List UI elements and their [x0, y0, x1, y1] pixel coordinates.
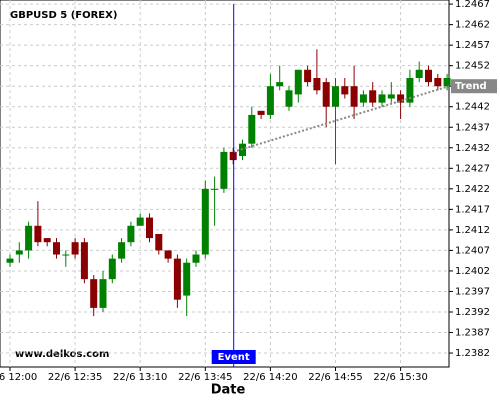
y-tick-label: 1.2452: [455, 61, 490, 72]
candle-body: [425, 69, 432, 83]
x-tick-label: 22/6 13:45: [178, 372, 232, 383]
candle-body: [341, 86, 349, 95]
candle-body: [406, 77, 414, 103]
y-tick-label: 1.2382: [455, 348, 490, 359]
candle-body: [90, 279, 98, 308]
candle-body: [220, 151, 228, 189]
event-label: Event: [218, 352, 250, 363]
candle-body: [192, 254, 200, 263]
candle-body: [350, 86, 358, 107]
y-tick-label: 1.2422: [455, 184, 490, 195]
y-tick-label: 1.2467: [455, 0, 490, 10]
y-tick-label: 1.2457: [455, 40, 490, 51]
y-tick-label: 1.2387: [455, 328, 490, 339]
y-tick-label: 1.2462: [455, 20, 490, 31]
candle-body: [387, 94, 395, 99]
candle-body: [118, 242, 126, 259]
candle-body: [322, 82, 330, 107]
x-tick-label: 22/6 14:20: [243, 372, 297, 383]
candle-body: [164, 250, 172, 259]
trend-label-box: [451, 79, 497, 94]
x-tick-label: 22/6 13:10: [113, 372, 167, 383]
candle-body: [6, 258, 14, 263]
candle-body: [173, 258, 181, 300]
candle-body: [443, 77, 451, 87]
trend-line: [232, 85, 450, 153]
candle-body: [294, 69, 302, 95]
event-label-box: [211, 350, 256, 364]
candle-body: [43, 238, 51, 243]
y-tick-label: 1.2437: [455, 122, 490, 133]
candle-body: [359, 94, 367, 103]
x-tick-label: 22/6 12:35: [48, 372, 102, 383]
candle-body: [304, 69, 312, 83]
candle-body: [285, 90, 293, 107]
candle-body: [276, 82, 284, 87]
y-tick-label: 1.2407: [455, 245, 490, 256]
x-tick-label: 22/6 14:55: [308, 372, 362, 383]
candle-body: [34, 225, 42, 243]
candle-body: [201, 188, 209, 255]
watermark: www.delkos.com: [15, 349, 109, 360]
y-tick-label: 1.2412: [455, 225, 490, 236]
candle-body: [146, 217, 153, 239]
y-tick-label: 1.2432: [455, 143, 490, 154]
chart-title: GBPUSD 5 (FOREX): [10, 10, 117, 21]
candle-body: [99, 279, 107, 308]
trend-label: Trend: [455, 81, 487, 92]
candle-body: [257, 110, 265, 115]
candle-body: [108, 258, 116, 280]
x-axis-label: Date: [211, 383, 246, 398]
candle-body: [434, 77, 442, 87]
candle-body: [397, 94, 405, 103]
candle-body: [15, 250, 23, 255]
candle-body: [127, 225, 135, 243]
candle-body: [266, 86, 274, 115]
grid: [0, 0, 449, 367]
candle-body: [183, 262, 191, 296]
candle-body: [53, 242, 60, 255]
y-tick-label: 1.2392: [455, 307, 490, 318]
candle-body: [62, 254, 70, 256]
candle-body: [415, 69, 423, 78]
y-tick-label: 1.2397: [455, 286, 490, 297]
y-tick-label: 1.2442: [455, 102, 490, 113]
candle-body: [332, 86, 339, 107]
y-tick-label: 1.2417: [455, 204, 490, 215]
y-tick-label: 1.2402: [455, 266, 490, 277]
candle-body: [313, 77, 321, 91]
candle-body: [136, 217, 144, 226]
y-tick-label: 1.2427: [455, 163, 490, 174]
x-tick-label: 22/6 15:30: [373, 372, 427, 383]
candle-body: [71, 242, 79, 255]
x-tick-label: 22/6 12:00: [0, 372, 37, 383]
candle-body: [378, 94, 386, 103]
candle-body: [211, 188, 219, 190]
candle-body: [369, 90, 377, 103]
candle-body: [248, 114, 256, 144]
candle-body: [155, 233, 163, 251]
candle-body: [80, 242, 88, 280]
candle-body: [25, 225, 33, 251]
